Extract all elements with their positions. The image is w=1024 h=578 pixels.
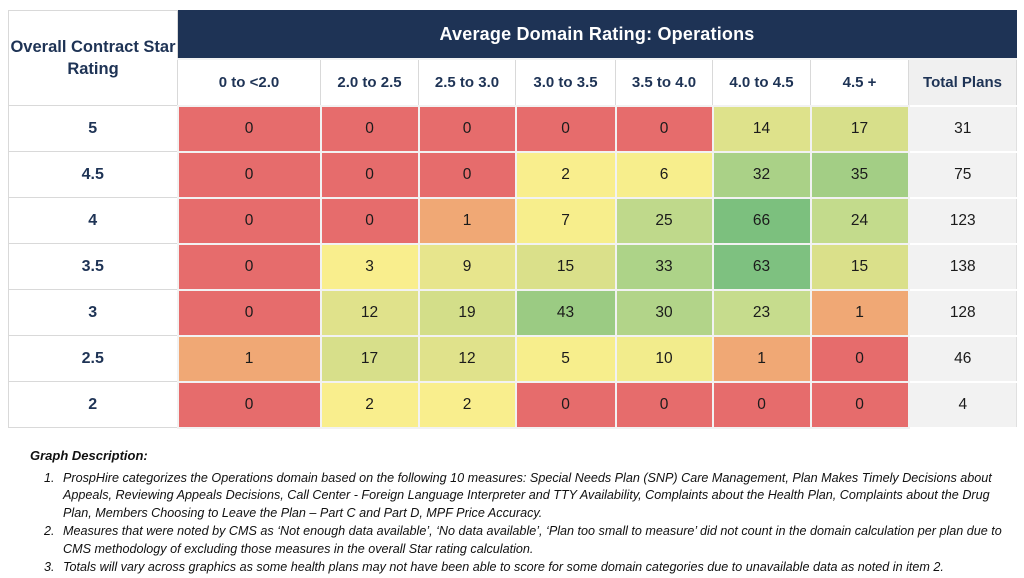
count-cell: 0	[711, 380, 812, 429]
count-cell: 0	[514, 104, 617, 153]
count-cell: 43	[514, 288, 617, 337]
ratings-heatmap-table: Overall Contract Star Rating Average Dom…	[8, 10, 1017, 429]
row-total-cell: 128	[907, 288, 1017, 337]
count-cell: 63	[711, 242, 812, 291]
table-row: 2.5 1 17 12 5 10 1 0 46	[8, 334, 1017, 383]
star-rating-row-label: 2.5	[8, 335, 178, 382]
count-cell: 0	[809, 380, 910, 429]
count-cell: 12	[417, 334, 517, 383]
count-cell: 14	[711, 104, 812, 153]
column-header: 3.5 to 4.0	[615, 58, 713, 106]
column-header-row: 0 to <2.0 2.0 to 2.5 2.5 to 3.0 3.0 to 3.5 3…	[9, 58, 1017, 106]
count-cell: 9	[417, 242, 517, 291]
count-cell: 5	[514, 334, 617, 383]
table-row: 4.5 0 0 0 2 6 32 35 75	[8, 150, 1017, 199]
row-total-cell: 123	[907, 196, 1017, 245]
column-header: 4.5 +	[810, 58, 909, 106]
footnote-item: Totals will vary across graphics as some…	[58, 559, 1010, 576]
count-cell: 6	[614, 150, 714, 199]
count-cell: 0	[417, 150, 517, 199]
count-cell: 0	[514, 380, 617, 429]
column-header: 2.5 to 3.0	[418, 58, 516, 106]
star-rating-row-label: 2	[8, 381, 178, 428]
count-cell: 1	[176, 334, 322, 383]
count-cell: 0	[614, 104, 714, 153]
count-cell: 17	[809, 104, 910, 153]
row-axis-title: Overall Contract Star Rating	[8, 10, 178, 106]
count-cell: 2	[514, 150, 617, 199]
count-cell: 1	[417, 196, 517, 245]
count-cell: 17	[319, 334, 420, 383]
count-cell: 0	[319, 104, 420, 153]
row-total-cell: 75	[907, 150, 1017, 199]
count-cell: 0	[417, 104, 517, 153]
count-cell: 2	[319, 380, 420, 429]
count-cell: 19	[417, 288, 517, 337]
count-cell: 0	[614, 380, 714, 429]
count-cell: 23	[711, 288, 812, 337]
count-cell: 7	[514, 196, 617, 245]
column-header: 0 to <2.0	[177, 58, 321, 106]
count-cell: 1	[711, 334, 812, 383]
table-row: 3 0 12 19 43 30 23 1 128	[8, 288, 1017, 337]
table-title: Average Domain Rating: Operations	[177, 10, 1017, 60]
count-cell: 0	[809, 334, 910, 383]
graph-description: Graph Description: ProspHire categorizes…	[30, 448, 1010, 577]
count-cell: 15	[809, 242, 910, 291]
count-cell: 0	[176, 104, 322, 153]
row-total-cell: 46	[907, 334, 1017, 383]
count-cell: 25	[614, 196, 714, 245]
star-rating-row-label: 4	[8, 197, 178, 244]
footnote-item: Measures that were noted by CMS as ‘Not …	[58, 523, 1010, 558]
count-cell: 0	[176, 150, 322, 199]
count-cell: 24	[809, 196, 910, 245]
count-cell: 10	[614, 334, 714, 383]
count-cell: 1	[809, 288, 910, 337]
count-cell: 66	[711, 196, 812, 245]
count-cell: 15	[514, 242, 617, 291]
footnote-item: ProspHire categorizes the Operations dom…	[58, 470, 1010, 522]
count-cell: 12	[319, 288, 420, 337]
count-cell: 0	[176, 242, 322, 291]
total-plans-header: Total Plans	[908, 58, 1017, 106]
star-rating-row-label: 3	[8, 289, 178, 336]
star-rating-row-label: 5	[8, 105, 178, 152]
table-row: 4 0 0 1 7 25 66 24 123	[8, 196, 1017, 245]
count-cell: 0	[176, 288, 322, 337]
row-total-cell: 31	[907, 104, 1017, 153]
count-cell: 33	[614, 242, 714, 291]
column-header: 3.0 to 3.5	[515, 58, 616, 106]
star-rating-row-label: 3.5	[8, 243, 178, 290]
row-total-cell: 138	[907, 242, 1017, 291]
table-row: 5 0 0 0 0 0 14 17 31	[8, 104, 1017, 153]
graph-description-heading: Graph Description:	[30, 448, 148, 463]
row-total-cell: 4	[907, 380, 1017, 429]
star-rating-row-label: 4.5	[8, 151, 178, 198]
heatmap-table-container: Overall Contract Star Rating Average Dom…	[8, 10, 1017, 429]
column-header: 2.0 to 2.5	[320, 58, 419, 106]
table-row: 3.5 0 3 9 15 33 63 15 138	[8, 242, 1017, 291]
count-cell: 35	[809, 150, 910, 199]
footnote-list: ProspHire categorizes the Operations dom…	[30, 470, 1010, 576]
count-cell: 30	[614, 288, 714, 337]
count-cell: 32	[711, 150, 812, 199]
count-cell: 2	[417, 380, 517, 429]
column-header: 4.0 to 4.5	[712, 58, 811, 106]
count-cell: 0	[319, 196, 420, 245]
count-cell: 0	[176, 196, 322, 245]
count-cell: 0	[319, 150, 420, 199]
banner-row: Overall Contract Star Rating Average Dom…	[8, 10, 1017, 106]
count-cell: 3	[319, 242, 420, 291]
count-cell: 0	[176, 380, 322, 429]
